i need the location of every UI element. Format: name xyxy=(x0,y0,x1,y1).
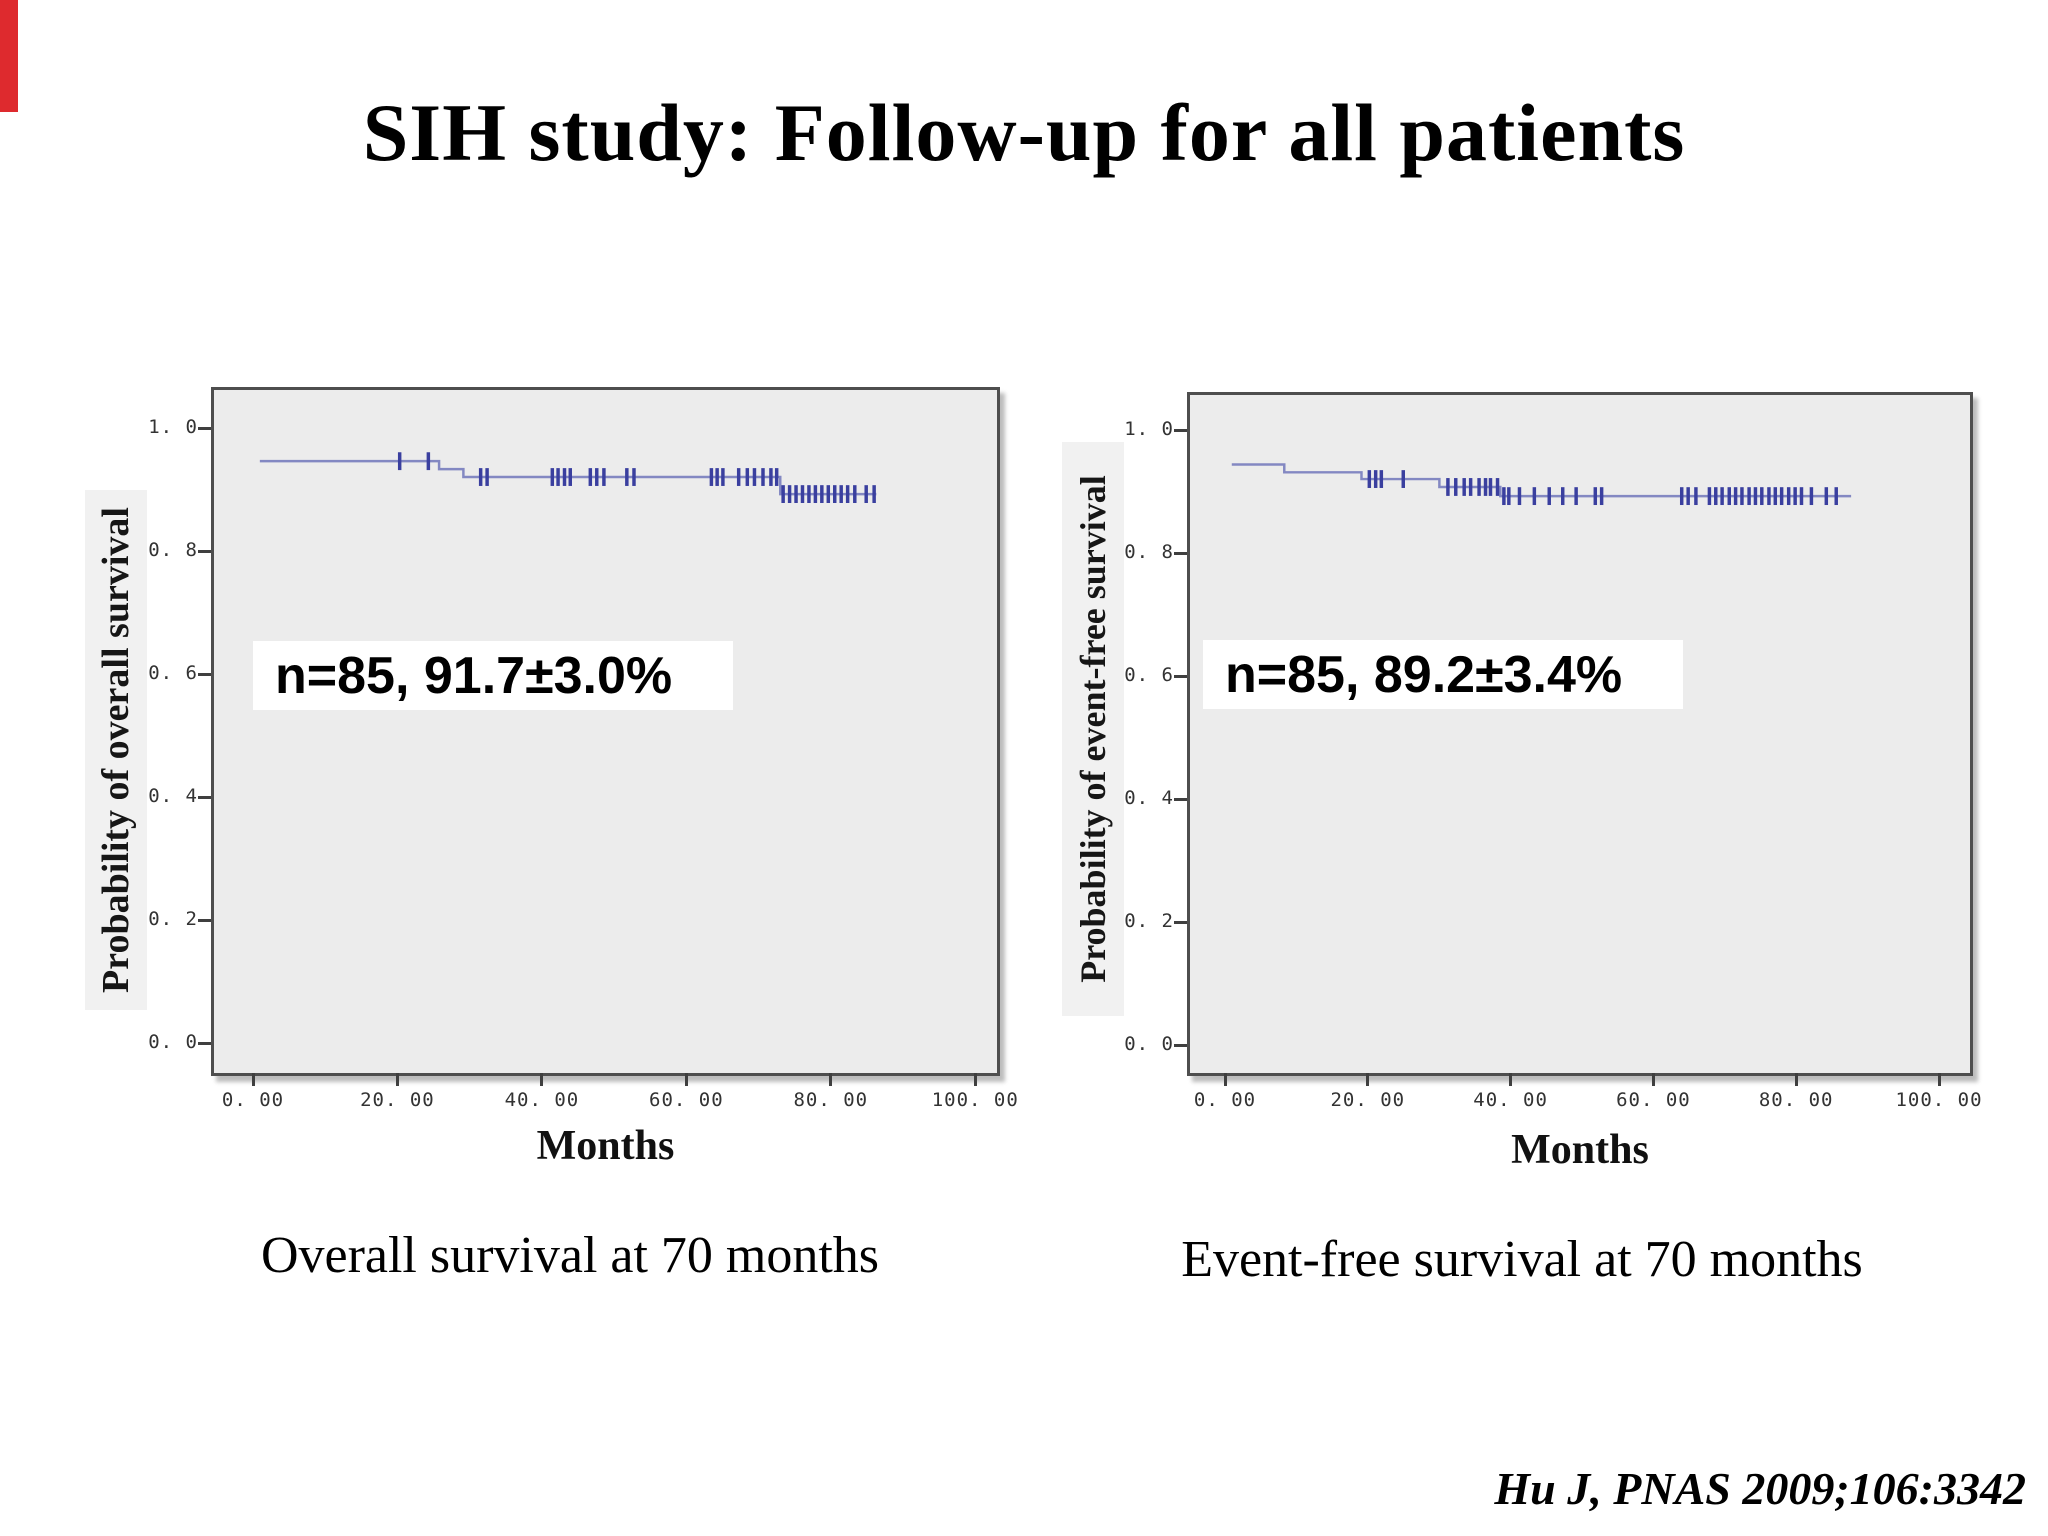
y-tick-mark xyxy=(1174,551,1187,555)
x-tick-label: 80. 00 xyxy=(1758,1089,1834,1111)
x-tick-label: 0. 00 xyxy=(1193,1089,1257,1111)
x-tick-mark xyxy=(1223,1073,1227,1086)
x-tick-label: 60. 00 xyxy=(1616,1089,1691,1111)
x-axis-label: Months xyxy=(1511,1127,1649,1173)
x-tick-mark xyxy=(251,1073,255,1086)
x-tick-mark xyxy=(829,1073,833,1086)
y-tick-label: 0. 8 xyxy=(148,538,198,561)
x-tick-label: 20. 00 xyxy=(1330,1089,1406,1111)
y-tick-mark xyxy=(1174,920,1187,924)
y-tick-mark xyxy=(198,672,211,676)
y-tick-label: 1. 0 xyxy=(148,415,198,438)
y-axis-label: Probability of overall survival xyxy=(95,507,137,993)
y-axis-label-box: Probability of overall survival xyxy=(85,490,147,1010)
km-curve xyxy=(259,452,877,504)
plot-area: n=85, 91.7±3.0% 1. 0 0. 8 0. 6 0. 4 0. 2 0. 0… xyxy=(148,387,1018,1111)
x-tick-mark xyxy=(1651,1073,1655,1086)
x-tick-label: 40. 00 xyxy=(1473,1089,1548,1111)
red-marker xyxy=(0,0,18,112)
x-tick-mark xyxy=(540,1073,544,1086)
annotation-text: n=85, 89.2±3.4% xyxy=(1225,645,1623,704)
chart-caption: Event-free survival at 70 months xyxy=(1181,1231,1863,1288)
annotation-text: n=85, 91.7±3.0% xyxy=(275,646,673,705)
y-axis-label: Probability of event-free survival xyxy=(1073,475,1113,983)
y-tick-label: 0. 6 xyxy=(1124,663,1174,686)
x-tick-mark xyxy=(395,1073,399,1086)
y-tick-label: 0. 2 xyxy=(148,907,198,930)
survival-step-line xyxy=(259,459,877,496)
x-tick-mark xyxy=(1937,1073,1941,1086)
y-tick-mark xyxy=(198,1041,211,1045)
y-tick-mark xyxy=(198,549,211,553)
x-tick-label: 80. 00 xyxy=(793,1089,869,1111)
y-tick-label: 0. 4 xyxy=(1124,786,1174,809)
x-tick-label: 0. 00 xyxy=(221,1089,285,1111)
y-tick-mark xyxy=(1174,797,1187,801)
x-tick-mark xyxy=(684,1073,688,1086)
slide-title: SIH study: Follow-up for all patients xyxy=(362,87,1686,178)
y-tick-mark xyxy=(198,426,211,430)
citation: Hu J, PNAS 2009;106:3342 xyxy=(1494,1463,2026,1514)
x-axis-label: Months xyxy=(536,1123,675,1169)
x-tick-mark xyxy=(973,1073,977,1086)
annotation-box: n=85, 91.7±3.0% xyxy=(253,641,733,710)
x-tick-mark xyxy=(1509,1073,1513,1086)
y-tick-label: 0. 0 xyxy=(148,1030,198,1053)
y-tick-label: 0. 4 xyxy=(148,784,198,807)
y-tick-mark xyxy=(1174,674,1187,678)
survival-step-line xyxy=(1231,463,1852,498)
y-axis-label-box: Probability of event-free survival xyxy=(1062,442,1124,1016)
x-tick-mark xyxy=(1366,1073,1370,1086)
x-tick-mark xyxy=(1794,1073,1798,1086)
km-curve xyxy=(1231,463,1852,506)
x-tick-label: 100. 00 xyxy=(931,1089,1019,1111)
y-tick-mark xyxy=(198,795,211,799)
y-tick-mark xyxy=(1174,428,1187,432)
y-tick-label: 0. 8 xyxy=(1124,540,1174,563)
x-tick-label: 40. 00 xyxy=(504,1089,580,1111)
annotation-box: n=85, 89.2±3.4% xyxy=(1203,640,1683,709)
x-tick-label: 100. 00 xyxy=(1895,1089,1983,1111)
y-tick-label: 1. 0 xyxy=(1124,417,1174,440)
y-tick-mark xyxy=(198,918,211,922)
plot-area: n=85, 89.2±3.4% 1. 0 0. 8 0. 6 0. 4 0. 2 0. 0… xyxy=(1124,392,1982,1111)
chart-caption: Overall survival at 70 months xyxy=(260,1227,880,1284)
y-tick-label: 0. 2 xyxy=(1124,909,1174,932)
y-tick-label: 0. 0 xyxy=(1124,1032,1174,1055)
x-tick-label: 20. 00 xyxy=(360,1089,435,1111)
y-tick-mark xyxy=(1174,1043,1187,1047)
x-tick-label: 60. 00 xyxy=(649,1089,724,1111)
y-tick-label: 0. 6 xyxy=(148,661,198,684)
